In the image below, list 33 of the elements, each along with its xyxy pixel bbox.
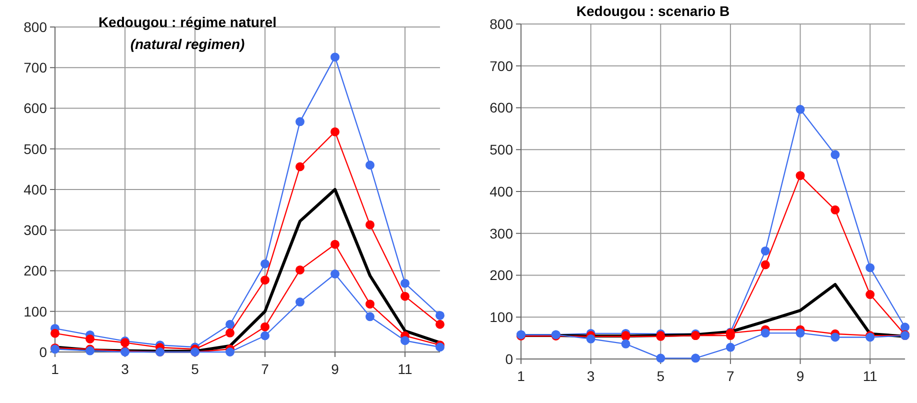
chart-title: Kedougou : régime naturel — [98, 14, 277, 30]
x-tick-label: 1 — [517, 368, 526, 384]
y-tick-label: 500 — [490, 142, 514, 158]
x-tick-label: 5 — [656, 368, 665, 384]
x-tick-label: 5 — [191, 361, 200, 377]
y-tick-label: 200 — [490, 267, 514, 284]
x-tick-label: 1 — [51, 361, 60, 377]
x-tick-label: 3 — [586, 368, 595, 384]
x-tick-label: 7 — [726, 368, 735, 384]
y-tick-label: 700 — [24, 60, 48, 76]
y-tick-label: 0 — [505, 350, 514, 367]
y-tick-label: 800 — [490, 16, 514, 32]
chart-title: Kedougou : scenario B — [576, 3, 730, 19]
y-tick-label: 100 — [490, 309, 514, 326]
x-tick-label: 7 — [261, 361, 270, 377]
x-tick-label: 11 — [398, 361, 412, 377]
x-tick-label: 9 — [796, 368, 804, 384]
y-tick-label: 700 — [490, 58, 514, 74]
y-tick-label: 600 — [24, 100, 48, 116]
y-tick-label: 0 — [39, 344, 48, 360]
y-tick-label: 100 — [24, 303, 48, 320]
x-tick-label: 3 — [121, 361, 130, 377]
y-tick-label: 400 — [24, 181, 48, 198]
y-tick-label: 600 — [490, 100, 514, 116]
y-tick-label: 200 — [24, 262, 48, 279]
x-tick-label: 11 — [862, 368, 878, 384]
text: (natural regimen) — [130, 36, 246, 52]
y-tick-label: 300 — [490, 225, 514, 242]
y-tick-label: 800 — [24, 18, 48, 35]
y-tick-label: 400 — [490, 183, 514, 200]
y-tick-label: 500 — [24, 140, 48, 157]
x-tick-label: 9 — [331, 361, 340, 377]
y-tick-label: 300 — [24, 222, 48, 238]
